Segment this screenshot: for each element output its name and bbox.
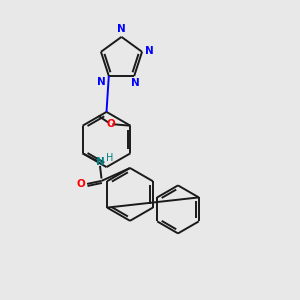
- Text: N: N: [97, 77, 106, 88]
- Text: N: N: [96, 157, 104, 167]
- Text: N: N: [145, 46, 154, 56]
- Text: N: N: [116, 25, 125, 34]
- Text: H: H: [106, 153, 113, 163]
- Text: O: O: [106, 119, 115, 129]
- Text: N: N: [131, 78, 140, 88]
- Text: O: O: [76, 179, 85, 189]
